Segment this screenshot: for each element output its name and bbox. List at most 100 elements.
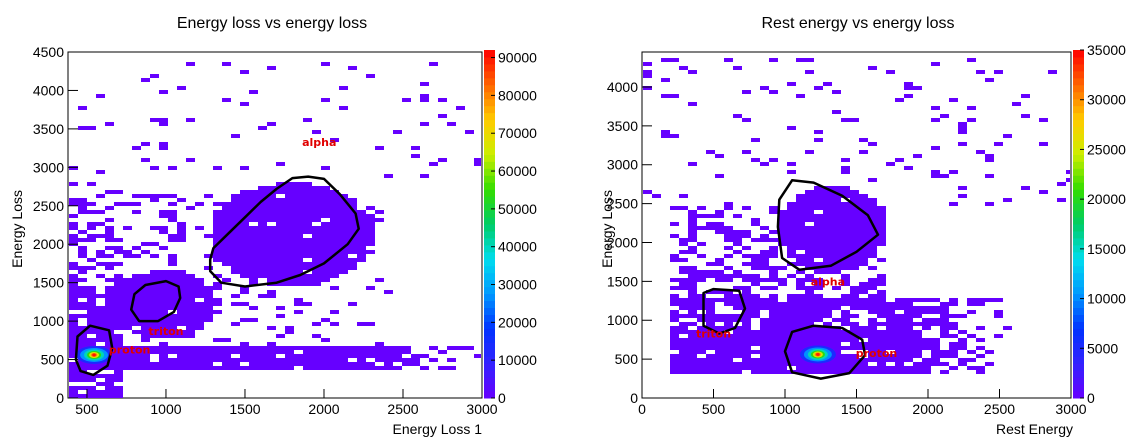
heatmap-cell <box>105 386 114 390</box>
heatmap-cell <box>1057 182 1066 186</box>
heatmap-cell <box>177 330 186 334</box>
heatmap-cell <box>859 250 868 254</box>
heatmap-cell <box>258 234 267 238</box>
heatmap-cell <box>276 262 285 266</box>
heatmap-cell <box>742 262 751 266</box>
colorbar-segment <box>1073 356 1084 364</box>
heatmap-cell <box>87 338 96 342</box>
heatmap-cell <box>814 338 823 342</box>
heatmap-cell <box>877 330 886 334</box>
heatmap-cell <box>814 242 823 246</box>
x-tick-label: 2500 <box>984 401 1015 417</box>
heatmap-cell <box>931 146 940 150</box>
heatmap-cell <box>114 278 123 282</box>
colorbar-segment <box>1073 63 1084 72</box>
heatmap-cell <box>285 366 294 370</box>
heatmap-cell <box>778 342 787 346</box>
heatmap-cell <box>670 298 679 302</box>
heatmap-cell <box>877 258 886 262</box>
heatmap-cell <box>222 230 231 234</box>
heatmap-cell <box>267 366 276 370</box>
heatmap-cell <box>186 274 195 278</box>
heatmap-cell <box>78 306 87 310</box>
heatmap-cell <box>267 210 276 214</box>
heatmap-cell <box>913 310 922 314</box>
heatmap-cell <box>814 86 823 90</box>
heatmap-cell <box>312 350 321 354</box>
colorbar-segment <box>484 112 495 121</box>
heatmap-cell <box>688 314 697 318</box>
heatmap-cell <box>814 286 823 290</box>
heatmap-cell <box>294 242 303 246</box>
heatmap-cell <box>159 286 168 290</box>
heatmap-cell <box>904 358 913 362</box>
heatmap-cell <box>177 366 186 370</box>
heatmap-cell <box>411 354 420 358</box>
heatmap-cell <box>814 234 823 238</box>
heatmap-cell <box>177 310 186 314</box>
heatmap-cell <box>724 354 733 358</box>
heatmap-cell <box>132 254 141 258</box>
heatmap-cell <box>249 270 258 274</box>
heatmap-cell <box>159 358 168 362</box>
heatmap-cell <box>123 358 132 362</box>
heatmap-cell <box>733 326 742 330</box>
heatmap-cell <box>679 370 688 374</box>
colorbar-segment <box>484 203 495 211</box>
heatmap-cell <box>679 354 688 358</box>
heatmap-cell <box>195 354 204 358</box>
heatmap-cell <box>814 254 823 258</box>
heatmap-cell <box>805 330 814 334</box>
heatmap-cell <box>420 354 429 358</box>
heatmap-cell <box>859 206 868 210</box>
heatmap-cell <box>733 234 742 238</box>
colorbar-segment <box>484 349 495 357</box>
heatmap-cell <box>321 254 330 258</box>
heatmap-cell <box>303 282 312 286</box>
heatmap-cell <box>231 198 240 202</box>
heatmap-cell <box>276 306 285 310</box>
heatmap-cell <box>231 294 240 298</box>
heatmap-cell <box>670 310 679 314</box>
colorbar-segment <box>484 321 495 329</box>
colorbar-segment <box>1073 112 1084 121</box>
heatmap-cell <box>285 202 294 206</box>
heatmap-cell <box>760 306 769 310</box>
heatmap-cell <box>240 246 249 250</box>
heatmap-cell <box>294 190 303 194</box>
heatmap-cell <box>69 166 78 170</box>
heatmap-cell <box>285 282 294 286</box>
heatmap-cell <box>222 278 231 282</box>
heatmap-cell <box>778 266 787 270</box>
heatmap-cell <box>841 158 850 162</box>
colorbar-segment <box>1073 258 1084 267</box>
heatmap-cell <box>159 226 168 230</box>
heatmap-cell <box>841 334 850 338</box>
heatmap-cell <box>814 214 823 218</box>
heatmap-cell <box>312 254 321 258</box>
heatmap-cell <box>132 330 141 334</box>
heatmap-cell <box>832 234 841 238</box>
heatmap-cell <box>832 334 841 338</box>
heatmap-cell <box>348 350 357 354</box>
heatmap-cell <box>276 334 285 338</box>
heatmap-cell <box>805 366 814 370</box>
heatmap-cell <box>706 270 715 274</box>
heatmap-cell <box>141 326 150 330</box>
heatmap-cell <box>706 314 715 318</box>
heatmap-cell <box>877 338 886 342</box>
colorbar-segment <box>484 293 495 302</box>
heatmap-cell <box>688 282 697 286</box>
heatmap-cell <box>159 118 168 122</box>
heatmap-cell <box>69 386 78 390</box>
heatmap-cell <box>913 334 922 338</box>
heatmap-cell <box>706 222 715 226</box>
heatmap-cell <box>159 294 168 298</box>
heatmap-cell <box>132 358 141 362</box>
heatmap-cell <box>303 250 312 254</box>
heatmap-cell <box>330 190 339 194</box>
heatmap-cell <box>850 222 859 226</box>
heatmap-cell <box>859 362 868 366</box>
heatmap-cell <box>132 354 141 358</box>
heatmap-cell <box>805 202 814 206</box>
